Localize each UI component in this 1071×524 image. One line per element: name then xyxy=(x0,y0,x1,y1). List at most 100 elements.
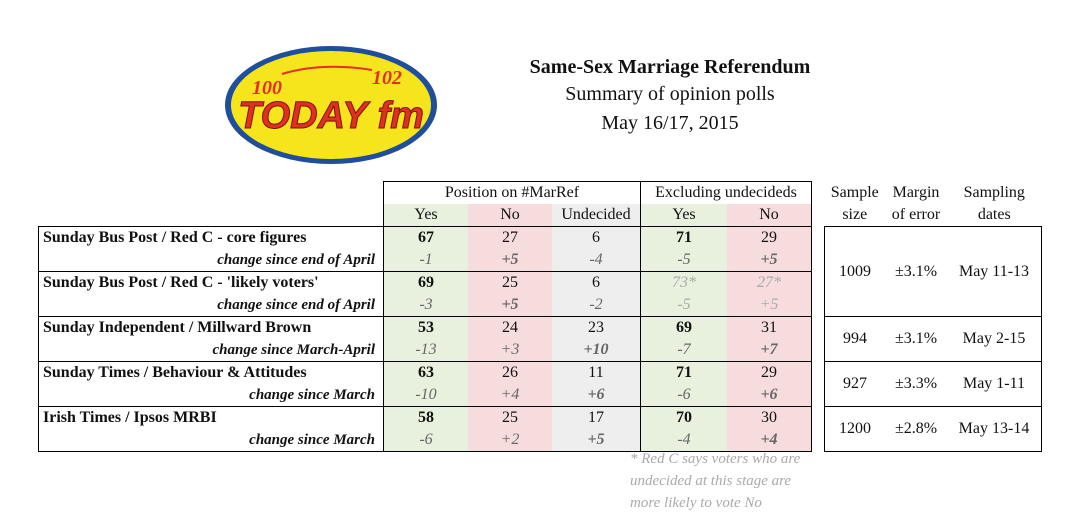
change-no: +4 xyxy=(468,384,552,407)
title-block: Same-Sex Marriage Referendum Summary of … xyxy=(470,54,870,138)
change-label: change since end of April xyxy=(38,294,384,317)
col-ex-no-header: No xyxy=(727,204,812,227)
change-ex-yes: -7 xyxy=(640,339,727,362)
change-ex-yes: -4 xyxy=(640,429,727,452)
page-subtitle: Summary of opinion polls xyxy=(565,83,775,105)
table-row: Sunday Bus Post / Red C - core figures 6… xyxy=(38,226,1042,317)
margin-of-error: ±3.3% xyxy=(885,361,947,407)
poll-ex-yes: 71 xyxy=(640,361,727,384)
sampling-dates: May 2-15 xyxy=(947,316,1042,362)
poll-yes: 58 xyxy=(383,406,468,429)
poll-no: 27 xyxy=(468,226,552,249)
page-date: May 16/17, 2015 xyxy=(601,112,739,134)
poll-ex-no: 30 xyxy=(727,406,812,429)
change-yes: -13 xyxy=(383,339,468,362)
change-no: +2 xyxy=(468,429,552,452)
table-row-change: change since end of April -3 +5 -2 -5 +5 xyxy=(38,294,1042,317)
poll-no: 24 xyxy=(468,316,552,339)
poll-undecided: 23 xyxy=(552,316,641,339)
footnote-line-1: * Red C says voters who are xyxy=(630,451,801,467)
change-label: change since March xyxy=(38,429,384,452)
poll-undecided: 6 xyxy=(552,271,641,294)
footnote-line-3: more likely to vote No xyxy=(630,495,762,511)
footnote: * Red C says voters who are undecided at… xyxy=(630,448,820,514)
poll-undecided: 11 xyxy=(552,361,641,384)
poll-ex-yes: 70 xyxy=(640,406,727,429)
table-row-change: change since March -6 +2 +5 -4 +4 xyxy=(38,429,1042,452)
poll-no: 25 xyxy=(468,271,552,294)
change-undecided: -2 xyxy=(552,294,641,317)
table-row: Sunday Times / Behaviour & Attitudes 63 … xyxy=(38,361,1042,407)
poll-no: 26 xyxy=(468,361,552,384)
poll-no: 25 xyxy=(468,406,552,429)
change-undecided: +6 xyxy=(552,384,641,407)
table-row: Sunday Bus Post / Red C - 'likely voters… xyxy=(38,271,1042,294)
change-ex-yes: -5 xyxy=(640,249,727,272)
change-yes: -3 xyxy=(383,294,468,317)
change-ex-no: +7 xyxy=(727,339,812,362)
poll-name: Sunday Times / Behaviour & Attitudes xyxy=(38,361,384,384)
poll-yes: 67 xyxy=(383,226,468,249)
poll-ex-yes: 73* xyxy=(640,271,727,294)
col-undecided-header: Undecided xyxy=(552,204,641,227)
dates-header-1: Sampling xyxy=(963,183,1025,201)
poll-name: Sunday Independent / Millward Brown xyxy=(38,316,384,339)
change-undecided: -4 xyxy=(552,249,641,272)
group-excluding-header: Excluding undecideds xyxy=(640,181,812,204)
margin-of-error: ±3.1% xyxy=(885,226,947,317)
logo-100-text: 100 xyxy=(252,77,282,99)
col-no-header: No xyxy=(468,204,552,227)
col-yes-header: Yes xyxy=(383,204,468,227)
sample-header-1: Sample xyxy=(830,183,879,201)
change-undecided: +10 xyxy=(552,339,641,362)
poll-name: Sunday Bus Post / Red C - core figures xyxy=(38,226,384,249)
poll-name: Sunday Bus Post / Red C - 'likely voters… xyxy=(38,271,384,294)
poll-ex-no: 29 xyxy=(727,361,812,384)
poll-undecided: 17 xyxy=(552,406,641,429)
change-label: change since end of April xyxy=(38,249,384,272)
change-no: +5 xyxy=(468,294,552,317)
poll-yes: 53 xyxy=(383,316,468,339)
table-row: Sunday Independent / Millward Brown 53 2… xyxy=(38,316,1042,362)
margin-header-1: Margin xyxy=(892,183,940,201)
table-row-change: change since March -10 +4 +6 -6 +6 xyxy=(38,384,1042,407)
change-no: +5 xyxy=(468,249,552,272)
logo-102-text: 102 xyxy=(372,67,402,89)
change-label: change since March xyxy=(38,384,384,407)
poll-name: Irish Times / Ipsos MRBI xyxy=(38,406,384,429)
today-fm-logo: 100 102 TODAY fm xyxy=(222,44,440,166)
table-row-change: change since March-April -13 +3 +10 -7 +… xyxy=(38,339,1042,362)
page-title: Same-Sex Marriage Referendum xyxy=(529,56,811,78)
margin-of-error: ±3.1% xyxy=(885,316,947,362)
change-ex-no: +5 xyxy=(727,294,812,317)
header-row-2: Yes No Undecided Yes No size of error da… xyxy=(38,204,1042,227)
change-yes: -10 xyxy=(383,384,468,407)
table-row-change: change since end of April -1 +5 -4 -5 +5 xyxy=(38,249,1042,272)
group-position-header: Position on #MarRef xyxy=(383,181,641,204)
dates-header-2: dates xyxy=(977,206,1011,223)
footnote-line-2: undecided at this stage are xyxy=(630,473,792,489)
change-no: +3 xyxy=(468,339,552,362)
sample-size: 927 xyxy=(824,361,885,407)
polls-table: Position on #MarRef Excluding undecideds… xyxy=(38,181,1042,452)
poll-ex-no: 29 xyxy=(727,226,812,249)
poll-yes: 69 xyxy=(383,271,468,294)
sampling-dates: May 13-14 xyxy=(947,406,1042,452)
change-ex-no: +6 xyxy=(727,384,812,407)
poll-ex-yes: 69 xyxy=(640,316,727,339)
margin-of-error: ±2.8% xyxy=(885,406,947,452)
poll-ex-no: 27* xyxy=(727,271,812,294)
sampling-dates: May 11-13 xyxy=(947,226,1042,317)
poll-ex-yes: 71 xyxy=(640,226,727,249)
logo-brand-text: TODAY fm xyxy=(238,95,424,137)
change-undecided: +5 xyxy=(552,429,641,452)
sample-size: 994 xyxy=(824,316,885,362)
sample-size: 1009 xyxy=(824,226,885,317)
col-ex-yes-header: Yes xyxy=(640,204,727,227)
header-row-1: Position on #MarRef Excluding undecideds… xyxy=(39,181,1042,204)
change-ex-yes: -6 xyxy=(640,384,727,407)
poll-undecided: 6 xyxy=(552,226,641,249)
poll-yes: 63 xyxy=(383,361,468,384)
poll-ex-no: 31 xyxy=(727,316,812,339)
sample-size: 1200 xyxy=(824,406,885,452)
